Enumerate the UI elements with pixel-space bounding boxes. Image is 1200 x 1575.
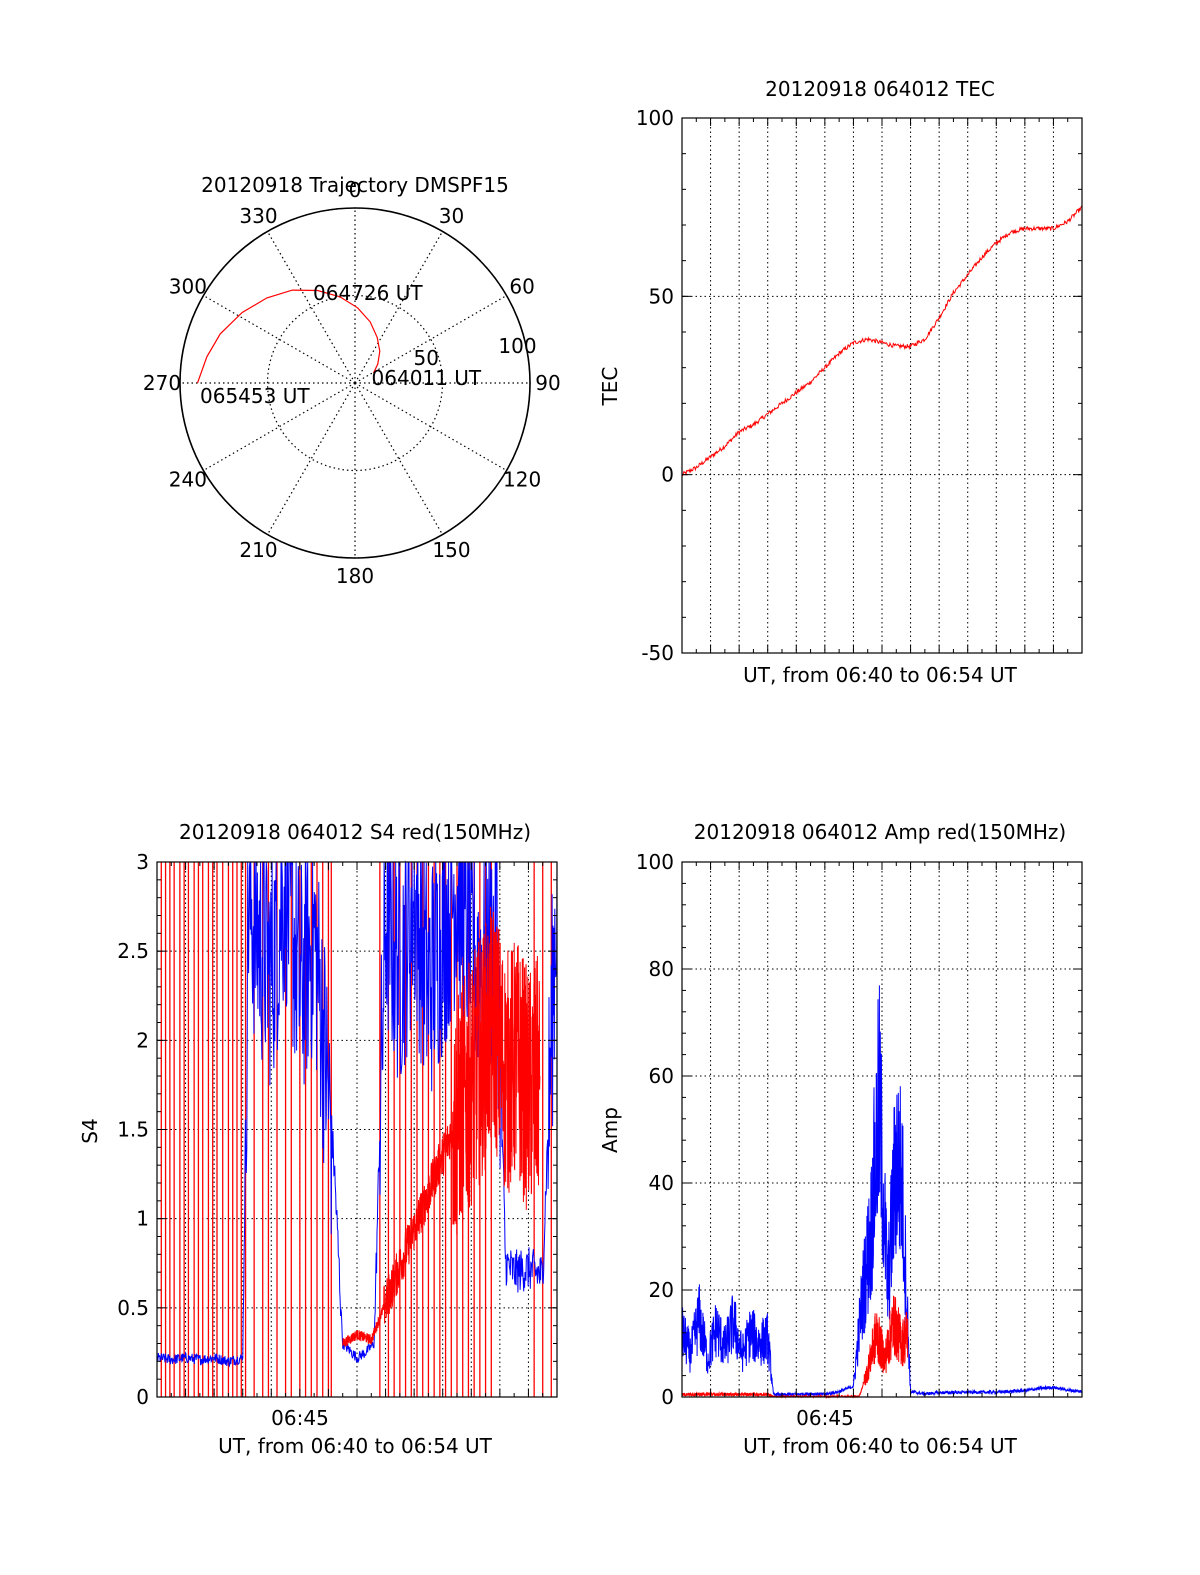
polar-radial-label: 50	[414, 346, 439, 370]
amp-grid	[682, 862, 1082, 1397]
tec-ytick-label: 50	[649, 284, 674, 308]
s4-ytick-label: 1	[136, 1207, 149, 1231]
polar-labels: 0 30 60 90 120 150 180 210 240 270 300 330 50 100	[143, 178, 561, 588]
trajectory-title: 20120918 Trajectory DMSPF15	[201, 173, 509, 197]
amp-xlabel: UT, from 06:40 to 06:54 UT	[743, 1434, 1018, 1458]
tec-title: 20120918 064012 TEC	[765, 77, 995, 101]
trajectory-series	[196, 289, 381, 384]
amp-ytick-label: 0	[661, 1385, 674, 1409]
polar-angle-label: 270	[143, 371, 181, 395]
s4-ytick-label: 2	[136, 1028, 149, 1052]
trajectory-annotation: 064726 UT	[313, 281, 423, 305]
amp-panel: 20120918 064012 Amp red(150MHz) 100 80 60 4…	[598, 820, 1083, 1458]
polar-angle-label: 330	[239, 204, 277, 228]
tec-panel: 20120918 064012 TEC 100 50 0 -50 UT, from 0…	[598, 77, 1083, 687]
s4-title: 20120918 064012 S4 red(150MHz)	[179, 820, 531, 844]
amp-ytick-label: 80	[649, 957, 674, 981]
polar-angle-label: 90	[535, 371, 560, 395]
trajectory-annotation: 064011 UT	[372, 366, 482, 390]
tec-series	[681, 205, 1083, 477]
polar-radial-label: 100	[498, 334, 536, 358]
trajectory-annotations: 064011 UT 064726 UT 065453 UT	[200, 281, 482, 408]
amp-series-line-blue	[681, 985, 1083, 1398]
trajectory-annotation: 065453 UT	[200, 384, 310, 408]
amp-ytick-label: 20	[649, 1278, 674, 1302]
amp-ylabel: Amp	[598, 1107, 622, 1153]
polar-outer-circle	[179, 207, 531, 559]
polar-angle-label: 30	[439, 204, 464, 228]
s4-ytick-label: 3	[136, 850, 149, 874]
s4-ylabel: S4	[78, 1118, 102, 1143]
s4-series	[156, 860, 558, 1397]
s4-series-line-red	[342, 906, 541, 1347]
tec-xlabel: UT, from 06:40 to 06:54 UT	[743, 663, 1018, 687]
polar-grid	[179, 207, 531, 559]
tec-ytick-label: -50	[641, 641, 674, 665]
s4-ytick-label: 0.5	[117, 1296, 149, 1320]
s4-ytick-label: 0	[136, 1385, 149, 1409]
s4-xlabel: UT, from 06:40 to 06:54 UT	[218, 1434, 493, 1458]
amp-title: 20120918 064012 Amp red(150MHz)	[694, 820, 1066, 844]
amp-ticks: 100 80 60 40 20 0	[636, 850, 1083, 1409]
polar-angle-label: 210	[239, 538, 277, 562]
tec-grid	[682, 118, 1082, 653]
amp-ytick-label: 40	[649, 1171, 674, 1195]
polar-ring-50	[266, 294, 444, 472]
trajectory-panel: 20120918 Trajectory DMSPF15 0 30 60 90 120 15…	[143, 173, 561, 588]
s4-panel: 20120918 064012 S4 red(150MHz) 3 2.5 2 1.5 1…	[78, 820, 558, 1458]
amp-xtick-label: 06:45	[796, 1406, 854, 1430]
trajectory-line	[196, 289, 381, 384]
s4-ticks: 3 2.5 2 1.5 1 0.5 0	[117, 850, 558, 1409]
tec-ylabel: TEC	[598, 367, 622, 407]
tec-ytick-label: 100	[636, 106, 674, 130]
polar-angle-label: 120	[503, 468, 541, 492]
polar-angle-label: 60	[509, 275, 534, 299]
s4-ytick-label: 2.5	[117, 939, 149, 963]
polar-angle-label: 300	[169, 275, 207, 299]
tec-series-line-red	[681, 205, 1083, 477]
polar-angle-label: 0	[349, 178, 362, 202]
polar-angle-label: 180	[336, 564, 374, 588]
s4-xtick-label: 06:45	[271, 1406, 329, 1430]
tec-ticks: 100 50 0 -50	[636, 106, 1083, 665]
tec-ytick-label: 0	[661, 463, 674, 487]
amp-ytick-label: 60	[649, 1064, 674, 1088]
polar-angle-label: 240	[169, 468, 207, 492]
s4-ytick-label: 1.5	[117, 1118, 149, 1142]
amp-ytick-label: 100	[636, 850, 674, 874]
polar-angle-label: 150	[432, 538, 470, 562]
